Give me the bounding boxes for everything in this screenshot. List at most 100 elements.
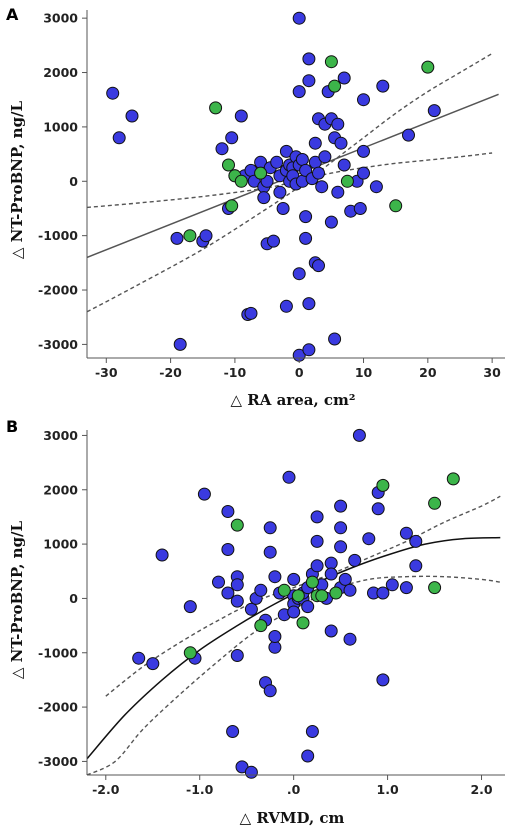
panel-b-x-tick-label: 2.0 [470, 782, 492, 797]
panel-a-green-point [234, 174, 248, 188]
panel-b-blue-point [385, 578, 399, 592]
panel-b-green-point [230, 518, 244, 532]
panel-b-blue-point [352, 428, 366, 442]
panel-a-x-tick-label: -10 [224, 365, 247, 380]
panel-b-blue-point [301, 600, 315, 614]
panel-a-blue-point [337, 158, 351, 172]
panel-b-blue-point [183, 600, 197, 614]
panel-a-blue-point [234, 109, 248, 123]
panel-a-green-point [183, 229, 197, 243]
panel-b-blue-point [268, 570, 282, 584]
panel-a-y-tick-label: -2000 [38, 283, 78, 298]
panel-a-green-point [389, 199, 403, 213]
panel-a-x-tick-label: -20 [159, 365, 182, 380]
panel-b-blue-point [305, 725, 319, 738]
panel-a-blue-point [225, 131, 239, 145]
panel-b-blue-point [263, 521, 277, 535]
panel-a-blue-point [308, 136, 322, 150]
panel-a-blue-point [357, 166, 370, 180]
panel-a-blue-point [353, 202, 367, 215]
panel-b-blue-point [132, 651, 146, 665]
panel-a-axes: -30 -20 -10 0 10 20 30 -3000 -2000 -1000 0 1000 2000… [38, 10, 505, 380]
panel-b-blue-point [338, 572, 352, 586]
panel-a-blue-point [270, 155, 284, 169]
panel-a-blue-point [302, 74, 316, 88]
panel-b-green-point [428, 581, 442, 595]
panel-b-blue-point [287, 572, 301, 586]
panel-a-x-tick-label: 30 [483, 365, 501, 380]
panel-a-blue-point [199, 229, 213, 243]
panel-a-blue-point [337, 71, 351, 85]
panel-a-letter: A [6, 5, 19, 24]
panel-a-blue-point [302, 297, 316, 311]
panel-a-green-point [225, 199, 239, 213]
panel-a-blue-point [279, 299, 293, 313]
panel-a-green-point [421, 60, 435, 74]
panel-a-x-tick-label: 20 [419, 365, 437, 380]
panel-a-blue-point [295, 153, 309, 166]
panel-a-blue-point [357, 144, 370, 158]
panel-a-y-tick-label: 2000 [43, 65, 78, 80]
panel-b-green-point [376, 478, 390, 492]
panel-a-blue-point [273, 185, 287, 199]
panel-b-points [132, 428, 460, 779]
panel-a-blue-point [312, 166, 325, 180]
panel-a-blue-point [402, 128, 415, 142]
panel-a-blue-point [427, 104, 441, 118]
panel-a-blue-point [357, 93, 370, 107]
panel-a-blue-point [170, 231, 184, 245]
panel-a-blue-point [292, 85, 306, 99]
panel-b-blue-point [230, 578, 244, 592]
panel-b-blue-point [334, 540, 348, 554]
panel-a-blue-point [276, 202, 290, 215]
panel-b-green-point [183, 646, 197, 660]
panel-b-y-tick-label: 0 [69, 591, 78, 606]
panel-a-y-tick-label: -3000 [38, 337, 78, 352]
panel-b-x-tick-label: -1.0 [186, 782, 214, 797]
panel-b-blue-point [310, 534, 324, 548]
panel-a-blue-point [324, 215, 338, 229]
panel-a-blue-point [312, 259, 325, 273]
panel-b-blue-point [399, 581, 413, 595]
panel-b-blue-point [334, 499, 348, 513]
panel-b-blue-point [334, 521, 348, 535]
panel-b-blue-point [362, 532, 376, 546]
panel-b-green-point [428, 496, 442, 510]
panel-b-blue-point [268, 630, 282, 643]
panel-a-blue-point [369, 180, 383, 194]
panel-b-green-point [277, 583, 291, 597]
panel-a-confidence-band [87, 52, 493, 313]
panel-a-blue-point [244, 306, 258, 320]
panel-b-blue-point [197, 487, 211, 501]
panel-b-blue-point [221, 543, 235, 556]
panel-b-blue-point [287, 605, 301, 619]
panel-a-blue-point [292, 11, 306, 25]
panel-b-green-point [305, 575, 319, 589]
panel-b-blue-point [221, 505, 235, 518]
panel-a-y-axis-title: △ NT-ProBNP, ng/L [8, 100, 26, 259]
panel-a-blue-point [257, 191, 271, 205]
panel-b-blue-point [268, 640, 282, 654]
panel-b-green-point [315, 589, 329, 603]
panel-b-blue-point [409, 534, 423, 548]
panel-b-y-tick-label: -2000 [38, 700, 78, 715]
panel-b-blue-point [343, 632, 357, 646]
panel-a-ci-upper-line [87, 52, 493, 313]
panel-a-blue-point [292, 267, 306, 281]
panel-b-blue-point [230, 649, 244, 662]
panel-b-blue-point [221, 586, 235, 600]
panel-b-blue-point [244, 765, 258, 779]
panel-b-blue-point [343, 583, 357, 597]
panel-b-blue-point [155, 548, 169, 562]
panel-b-green-point [291, 589, 305, 603]
panel-b-blue-point [244, 602, 258, 616]
panel-b-blue-point [310, 559, 324, 573]
panel-b-blue-point [324, 556, 338, 570]
panel-a-blue-point [331, 185, 345, 199]
panel-a-green-point [340, 174, 354, 188]
panel-b-blue-point [212, 575, 225, 589]
panel-b-scatter-plot: B -2.0 -1.0 .0 1.0 2.0 -3000 -2000 -1000 0 1000 20… [6, 417, 505, 827]
panel-b-blue-point [263, 545, 277, 559]
panel-b-green-point [296, 616, 310, 630]
panel-b-y-tick-label: -1000 [38, 645, 78, 660]
